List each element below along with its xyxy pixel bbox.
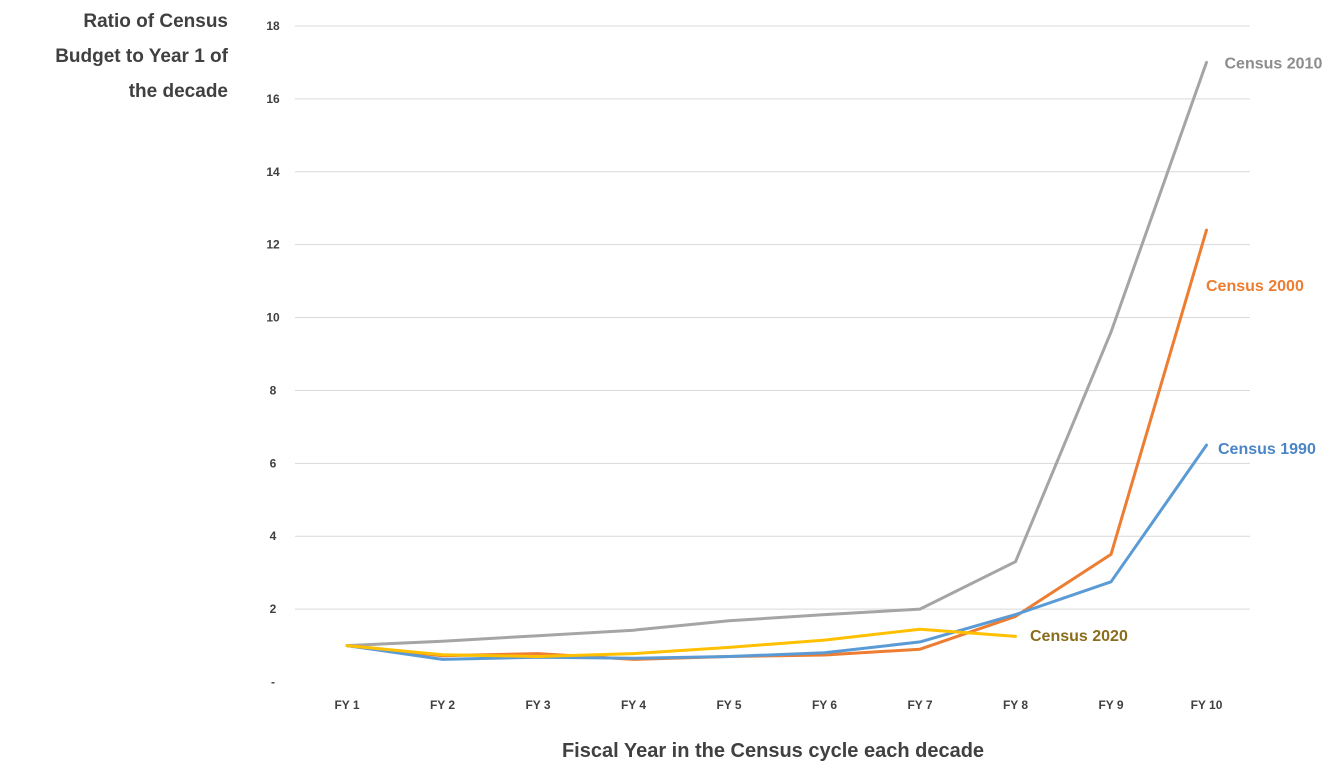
x-axis-title: Fiscal Year in the Census cycle each dec…: [562, 740, 984, 762]
series-labels: Census 2010 Census 2000 Census 1990 Census …: [1030, 55, 1322, 645]
x-tick-label: FY 8: [1003, 698, 1028, 712]
series-label-census-1990: Census 1990: [1218, 441, 1316, 458]
x-tick-label: FY 1: [334, 698, 359, 712]
y-tick-label: 4: [270, 529, 277, 543]
series-label-census-2000: Census 2000: [1206, 278, 1304, 295]
y-axis-title-line-2: Budget to Year 1 of: [55, 46, 228, 67]
x-tick-label: FY 9: [1098, 698, 1123, 712]
x-axis-ticks: FY 1 FY 2 FY 3 FY 4 FY 5 FY 6 FY 7 FY 8 FY 9 FY 1…: [334, 698, 1222, 712]
y-tick-label: 10: [266, 311, 280, 325]
y-tick-label: 8: [270, 383, 277, 397]
y-tick-label: 14: [266, 165, 280, 179]
y-axis-title: Ratio of Census Budget to Year 1 of the …: [55, 11, 228, 102]
y-tick-label: 16: [266, 92, 280, 106]
gridlines: [295, 25, 1250, 610]
y-axis-ticks: - 2 4 6 8 10 12 14 16 18: [266, 19, 280, 689]
x-tick-label: FY 4: [621, 698, 646, 712]
series-line-census-1990: [345, 443, 1208, 661]
y-tick-label: 2: [270, 602, 277, 616]
x-tick-label: FY 3: [525, 698, 550, 712]
series-line-census-2020: [345, 627, 1017, 658]
y-axis-title-line-3: the decade: [129, 81, 228, 102]
series-label-census-2020: Census 2020: [1030, 628, 1128, 645]
series-label-census-2010: Census 2010: [1225, 55, 1323, 72]
y-tick-label: 18: [266, 19, 280, 33]
series-line-census-2010: [345, 60, 1208, 648]
y-tick-label: 6: [270, 456, 277, 470]
x-tick-label: FY 10: [1191, 698, 1223, 712]
x-tick-label: FY 6: [812, 698, 837, 712]
x-tick-label: FY 5: [716, 698, 741, 712]
y-axis-title-line-1: Ratio of Census: [83, 11, 228, 32]
y-tick-label: 12: [266, 238, 280, 252]
series-lines: [345, 60, 1208, 661]
x-tick-label: FY 7: [907, 698, 932, 712]
y-tick-label: -: [271, 675, 275, 689]
x-tick-label: FY 2: [430, 698, 455, 712]
series-line-census-2000: [345, 228, 1208, 661]
